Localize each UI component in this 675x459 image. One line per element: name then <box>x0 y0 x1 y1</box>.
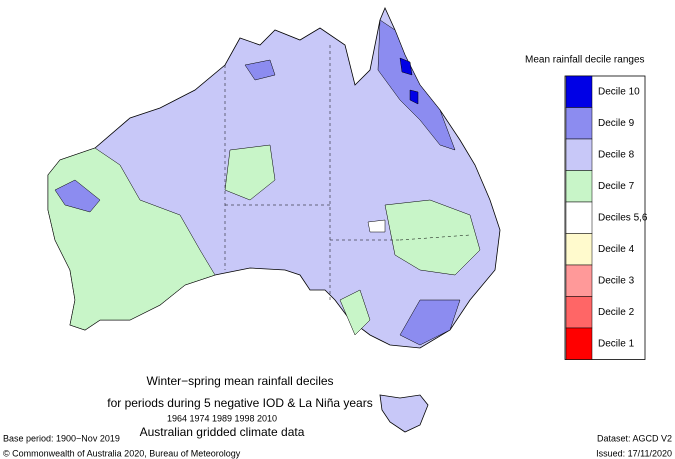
caption: for periods during 5 negative IOD & La N… <box>107 396 372 410</box>
legend-swatch <box>565 296 593 329</box>
legend-label: Decile 2 <box>598 307 635 318</box>
region-decile-10-a <box>399 57 413 76</box>
region-decile-9-north <box>244 59 276 81</box>
legend-swatch <box>565 170 593 203</box>
region-decile-10-b <box>409 89 419 105</box>
legend-swatch <box>565 107 593 140</box>
caption: Winter−spring mean rainfall deciles <box>146 374 333 388</box>
legend-frame <box>564 75 646 360</box>
region-decile-7-central <box>224 144 276 201</box>
region-decile-9-west <box>54 179 101 213</box>
legend-label: Decile 8 <box>598 149 635 160</box>
australia-map <box>47 6 501 433</box>
legend-swatch <box>565 264 593 297</box>
legend-swatch <box>565 233 593 266</box>
region-decile-7-south <box>339 289 371 336</box>
legend-label: Decile 7 <box>598 181 635 192</box>
footer-text: Issued: 17/11/2020 <box>596 448 672 458</box>
caption: Australian gridded climate data <box>140 425 305 439</box>
legend-swatch <box>565 138 593 171</box>
state-borders <box>224 45 471 300</box>
legend-label: Decile 4 <box>598 244 635 255</box>
legend-label: Decile 3 <box>598 275 635 286</box>
caption-years: 1964 1974 1989 1998 2010 <box>167 413 277 423</box>
footer-text: © Commonwealth of Australia 2020, Bureau… <box>3 448 241 458</box>
tasmania <box>379 394 429 433</box>
legend-label: Decile 1 <box>598 338 635 349</box>
footer-text: Base period: 1900−Nov 2019 <box>3 433 120 443</box>
legend: Decile 10 Decile 9 Decile 8 Decile 7 Deciles… <box>564 75 648 360</box>
legend-label: Decile 10 <box>598 86 640 97</box>
legend-label: Deciles 5,6 <box>598 212 648 223</box>
legend-swatch <box>565 201 593 234</box>
region-decile-9-southeast <box>399 299 461 346</box>
footer-text: Dataset: AGCD V2 <box>597 433 672 443</box>
legend-swatch <box>565 327 593 360</box>
legend-title: Mean rainfall decile ranges <box>525 55 645 66</box>
region-decile-5-6 <box>367 219 386 233</box>
legend-swatch <box>565 75 593 108</box>
region-decile-9-northeast <box>377 19 456 151</box>
legend-label: Decile 9 <box>598 118 635 129</box>
